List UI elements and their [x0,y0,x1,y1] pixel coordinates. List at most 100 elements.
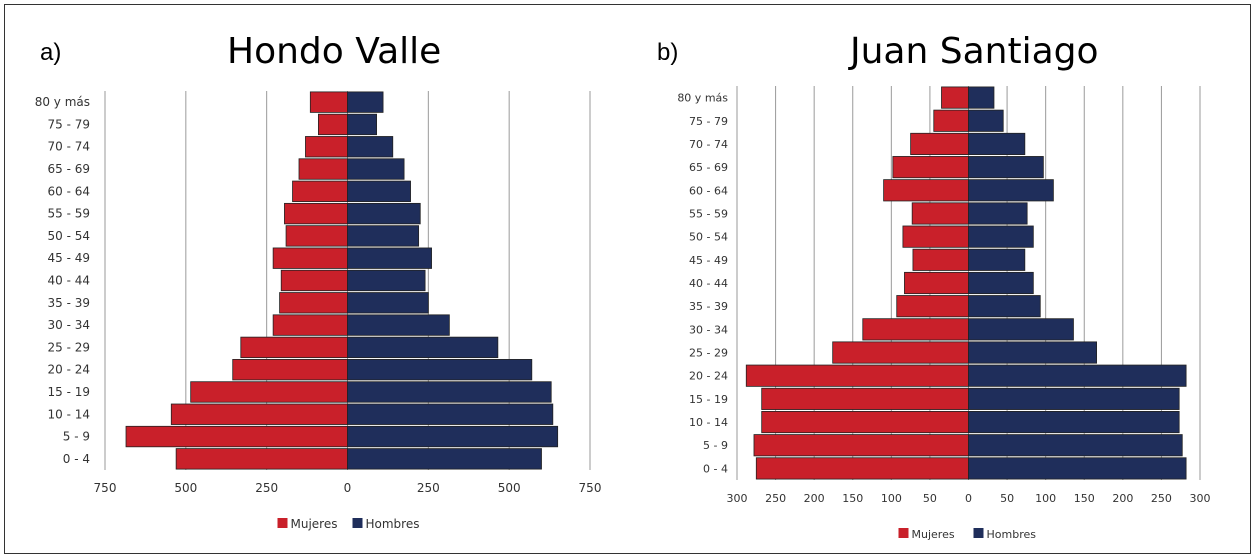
bar-hombres [968,109,1004,132]
category-label: 35 - 39 [689,300,728,313]
category-label: 35 - 39 [48,296,91,310]
bar-hombres [347,180,411,202]
category-label: 40 - 44 [689,277,728,290]
bar-mujeres [298,158,348,180]
bar-mujeres [292,180,348,202]
category-label: 50 - 54 [689,231,728,244]
category-label: 0 - 4 [63,452,90,466]
panel-b-title: Juan Santiago [850,31,1099,72]
bar-hombres [968,364,1187,387]
x-tick-label: 150 [842,492,863,505]
bar-hombres [347,336,499,359]
x-tick-label: 250 [765,492,786,505]
bar-hombres [347,91,384,113]
category-label: 0 - 4 [703,462,728,475]
bar-hombres [968,457,1187,480]
category-label: 20 - 24 [48,363,91,377]
bar-hombres [347,448,542,470]
bar-hombres [968,410,1180,434]
bar-hombres [968,434,1183,457]
bar-hombres [968,387,1180,410]
x-tick-label: 250 [255,481,278,495]
x-tick-label: 100 [1035,492,1056,505]
category-label: 75 - 79 [689,115,728,128]
x-tick-label: 50 [923,492,937,505]
category-label: 60 - 64 [48,184,91,198]
panel-b-label: b) [657,39,679,66]
panel-a-title: Hondo Valle [227,31,442,72]
bar-hombres [347,381,552,403]
category-label: 80 y más [35,95,90,109]
category-label: 60 - 64 [689,184,728,197]
x-tick-label: 750 [579,481,602,495]
bar-hombres [347,136,394,158]
bar-hombres [347,269,426,292]
x-tick-label: 0 [965,492,972,505]
legend-swatch [973,528,984,538]
category-label: 80 y más [677,92,728,105]
bar-hombres [347,403,554,425]
bar-hombres [968,341,1097,364]
bar-mujeres [911,202,969,225]
legend-swatch [352,518,363,528]
category-label: 40 - 44 [48,274,91,288]
category-label: 5 - 9 [63,430,90,444]
pyramid-chart-hondo-valle: 750 500 250 0 250 500 750 80 y más 75 - 79 70 - 7… [35,91,602,531]
x-tick-label: 750 [94,481,117,495]
x-tick-label: 50 [1000,492,1014,505]
x-tick-label: 500 [174,481,197,495]
bar-mujeres [933,109,969,132]
pyramid-chart-juan-santiago: 300 250 200 150 100 50 0 50 100 150 200 250 300 80 y … [677,86,1211,541]
bar-mujeres [753,434,969,457]
bar-mujeres [240,336,348,359]
bar-hombres [347,158,405,180]
bar-mujeres [883,179,969,202]
bar-hombres [968,179,1054,202]
bar-hombres [347,113,378,136]
x-tick-label: 200 [804,492,825,505]
category-label: 65 - 69 [48,162,91,176]
bar-hombres [347,314,450,336]
category-label: 25 - 29 [689,347,728,360]
bar-mujeres [745,364,969,387]
bar-mujeres [272,314,348,336]
category-label: 20 - 24 [689,370,728,383]
bar-hombres [968,225,1034,248]
category-label: 75 - 79 [48,117,91,131]
category-label: 25 - 29 [48,340,91,354]
x-tick-label: 500 [498,481,521,495]
bar-mujeres [904,271,969,295]
x-tick-label: 250 [1151,492,1172,505]
x-tick-label: 250 [417,481,440,495]
bar-hombres [968,318,1074,341]
bar-hombres [347,425,559,448]
bar-mujeres [317,113,348,136]
category-label: 70 - 74 [689,138,728,151]
bar-mujeres [284,202,348,225]
bar-mujeres [832,341,969,364]
x-tick-label: 0 [344,481,352,495]
category-label: 45 - 49 [48,251,91,265]
category-label: 30 - 34 [689,323,728,336]
category-label: 50 - 54 [48,229,91,243]
bar-mujeres [755,457,969,480]
bar-mujeres [305,136,348,158]
x-tick-label: 150 [1074,492,1095,505]
bar-mujeres [941,86,969,109]
category-label: 55 - 59 [48,207,91,221]
category-label: 15 - 19 [689,393,728,406]
category-label: 30 - 34 [48,318,91,332]
bar-hombres [968,248,1026,271]
x-tick-label: 300 [1190,492,1211,505]
bar-hombres [968,295,1041,318]
bar-mujeres [232,359,348,381]
category-label: 15 - 19 [48,385,91,399]
bar-mujeres [280,269,348,292]
category-label: 10 - 14 [48,407,91,421]
bar-mujeres [285,225,348,247]
category-label: 55 - 59 [689,207,728,220]
category-label: 10 - 14 [689,416,728,429]
figure-frame: a) Hondo Valle 750 500 250 0 250 500 750 80 y m… [4,4,1251,554]
bar-hombres [968,132,1026,156]
bar-mujeres [190,381,348,403]
